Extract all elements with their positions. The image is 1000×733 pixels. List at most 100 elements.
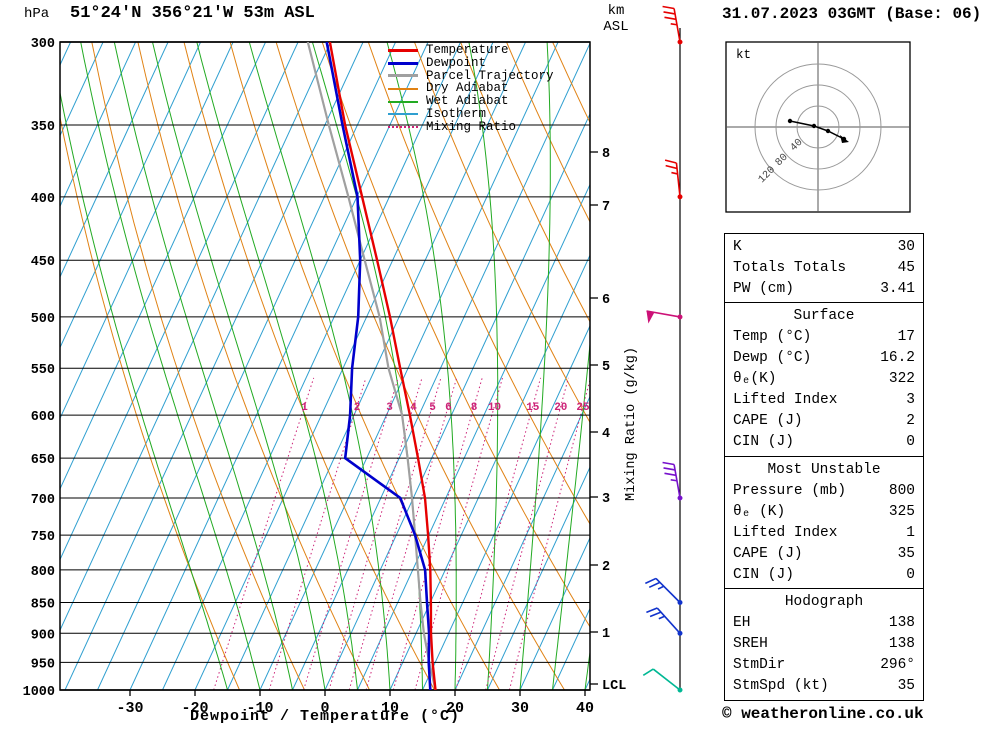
table-row: CAPE (J) 2: [733, 411, 915, 432]
pressure-tick-label: 300: [31, 37, 55, 52]
mixing-ratio-value: 15: [526, 402, 540, 414]
table-row-label: Totals Totals: [733, 259, 847, 276]
mixing-ratio-value: 10: [488, 402, 501, 414]
wind-barb: [642, 668, 683, 693]
table-title: Surface: [793, 308, 855, 324]
legend-item: Dewpoint: [388, 55, 554, 70]
page-title: 51°24'N 356°21'W 53m ASL: [70, 4, 315, 23]
stats-table: Hodograph EH 138 SREH 138 StmDir 296° StmSpd (k…: [724, 588, 924, 701]
km-tick-label: 5: [602, 360, 610, 375]
pressure-axis: 300 350 400 450 500 550 600 650 700 750 800 850 900 9…: [23, 37, 591, 700]
wind-barb-column: [642, 5, 683, 693]
table-row-label: θₑ (K): [733, 503, 786, 520]
parcel-trajectory-curve: [306, 42, 437, 690]
wind-barb: [664, 159, 683, 200]
table-row-label: PW (cm): [733, 280, 794, 297]
hodograph-unit-label: kt: [736, 48, 751, 62]
wind-barb: [646, 310, 683, 324]
km-tick-label: 4: [602, 427, 610, 442]
temp-tick-label: -10: [246, 700, 273, 717]
table-row-value: 45: [897, 259, 915, 276]
table-row-value: 3.41: [880, 280, 915, 297]
km-tick-label: 2: [602, 560, 610, 575]
table-row-value: 322: [888, 371, 915, 387]
table-row: Temp (°C) 17: [733, 327, 915, 348]
pressure-tick-label: 450: [31, 255, 55, 270]
table-row-label: SREH: [733, 636, 768, 652]
table-row-label: Lifted Index: [733, 392, 838, 408]
table-row-value: 800: [888, 482, 915, 499]
mixing-ratio-value: 5: [429, 402, 436, 414]
pressure-tick-label: 950: [31, 657, 55, 672]
temp-tick-label: 20: [446, 700, 464, 717]
pressure-tick-label: 350: [31, 120, 55, 135]
legend-swatch: [388, 48, 418, 52]
skewt-background: 1 2 3 4 5 6 8 10 15 20 25: [60, 42, 590, 690]
table-row-value: 325: [888, 503, 915, 520]
temp-tick-label: 0: [320, 700, 329, 717]
legend-label: Parcel Trajectory: [426, 68, 554, 83]
mixing-ratio-value: 20: [554, 402, 567, 414]
legend-label: Temperature: [426, 43, 509, 57]
stats-table: Most Unstable Pressure (mb) 800 θₑ (K) 325 Li…: [724, 455, 924, 590]
stats-table: Surface Temp (°C) 17 Dewp (°C) 16.2 θₑ(K) 322 L…: [724, 302, 924, 457]
legend-swatch: [388, 126, 418, 129]
table-row-label: K: [733, 238, 742, 255]
altitude-unit-label: km ASL: [603, 3, 629, 35]
temp-tick-label: -20: [181, 700, 208, 717]
temp-tick-label: -30: [116, 700, 143, 717]
table-row-value: 17: [897, 329, 915, 345]
legend-label: Dry Adiabat: [426, 81, 509, 96]
stats-tables: K 30 Totals Totals 45 PW (cm) 3.41 Surface Temp…: [724, 232, 924, 701]
table-row-label: CAPE (J): [733, 545, 803, 562]
legend: Temperature Dewpoint Parcel Trajectory Dry …: [388, 44, 554, 134]
table-row: SREH 138: [733, 634, 915, 655]
legend-item: Temperature: [388, 44, 554, 57]
table-row: Lifted Index 1: [733, 523, 915, 544]
table-row-label: Temp (°C): [733, 329, 812, 345]
wind-barb: [662, 5, 683, 45]
mixing-ratio-value: 1: [301, 402, 308, 414]
pressure-tick-label: 600: [31, 410, 55, 425]
legend-item: Parcel Trajectory: [388, 68, 554, 83]
legend-label: Mixing Ratio: [426, 119, 517, 134]
table-row: Pressure (mb) 800: [733, 481, 915, 502]
mixing-ratio-value: 25: [576, 402, 590, 414]
table-row-label: Lifted Index: [733, 524, 838, 541]
mixing-ratio-axis-label: Mixing Ratio (g/kg): [624, 347, 639, 501]
km-tick-label: 6: [602, 293, 610, 308]
legend-label: Wet Adiabat: [426, 94, 509, 109]
table-row-value: 30: [897, 238, 915, 255]
pressure-tick-label: 650: [31, 453, 55, 468]
table-row: K 30: [733, 237, 915, 258]
legend-swatch: [388, 61, 418, 65]
legend-label: Isotherm: [426, 106, 487, 121]
pressure-tick-label: 700: [31, 493, 55, 508]
km-tick-label: LCL: [602, 679, 626, 694]
copyright-link[interactable]: © weatheronline.co.uk: [722, 705, 924, 723]
table-row: CAPE (J) 35: [733, 544, 915, 565]
table-row: θₑ(K) 322: [733, 369, 915, 390]
stats-table: K 30 Totals Totals 45 PW (cm) 3.41: [724, 232, 924, 304]
table-row: θₑ (K) 325: [733, 502, 915, 523]
table-row: CIN (J) 0: [733, 565, 915, 586]
table-row-value: 35: [897, 545, 915, 562]
pressure-tick-label: 500: [31, 312, 55, 327]
table-row-label: StmDir: [733, 657, 786, 673]
table-row-label: EH: [733, 615, 751, 631]
wind-barb: [662, 461, 683, 501]
km-tick-label: 3: [602, 492, 610, 507]
table-row-label: CIN (J): [733, 566, 794, 583]
table-row-label: Pressure (mb): [733, 482, 847, 499]
mixing-ratio-value: 3: [386, 402, 393, 414]
table-row-label: StmSpd (kt): [733, 678, 829, 694]
table-row: Totals Totals 45: [733, 258, 915, 279]
table-row-label: CAPE (J): [733, 413, 803, 429]
table-row-label: Dewp (°C): [733, 350, 812, 366]
pressure-tick-label: 900: [31, 628, 55, 643]
wind-barb: [645, 577, 683, 605]
temp-tick-label: 30: [511, 700, 529, 717]
legend-label: Dewpoint: [426, 55, 487, 70]
legend-swatch: [388, 74, 418, 78]
